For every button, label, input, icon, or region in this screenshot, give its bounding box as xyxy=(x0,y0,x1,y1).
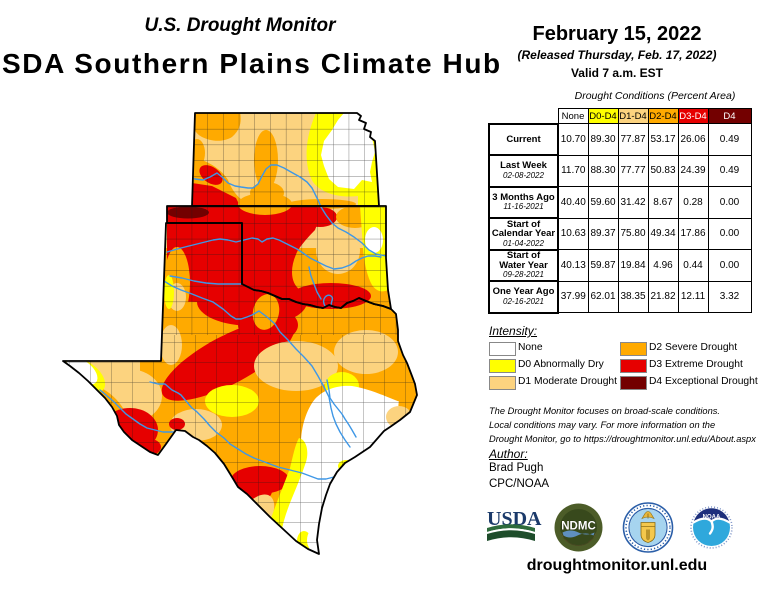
svg-text:USDA: USDA xyxy=(487,508,542,530)
svg-text:NDMC: NDMC xyxy=(561,521,596,533)
svg-text:NOAA: NOAA xyxy=(703,515,721,521)
